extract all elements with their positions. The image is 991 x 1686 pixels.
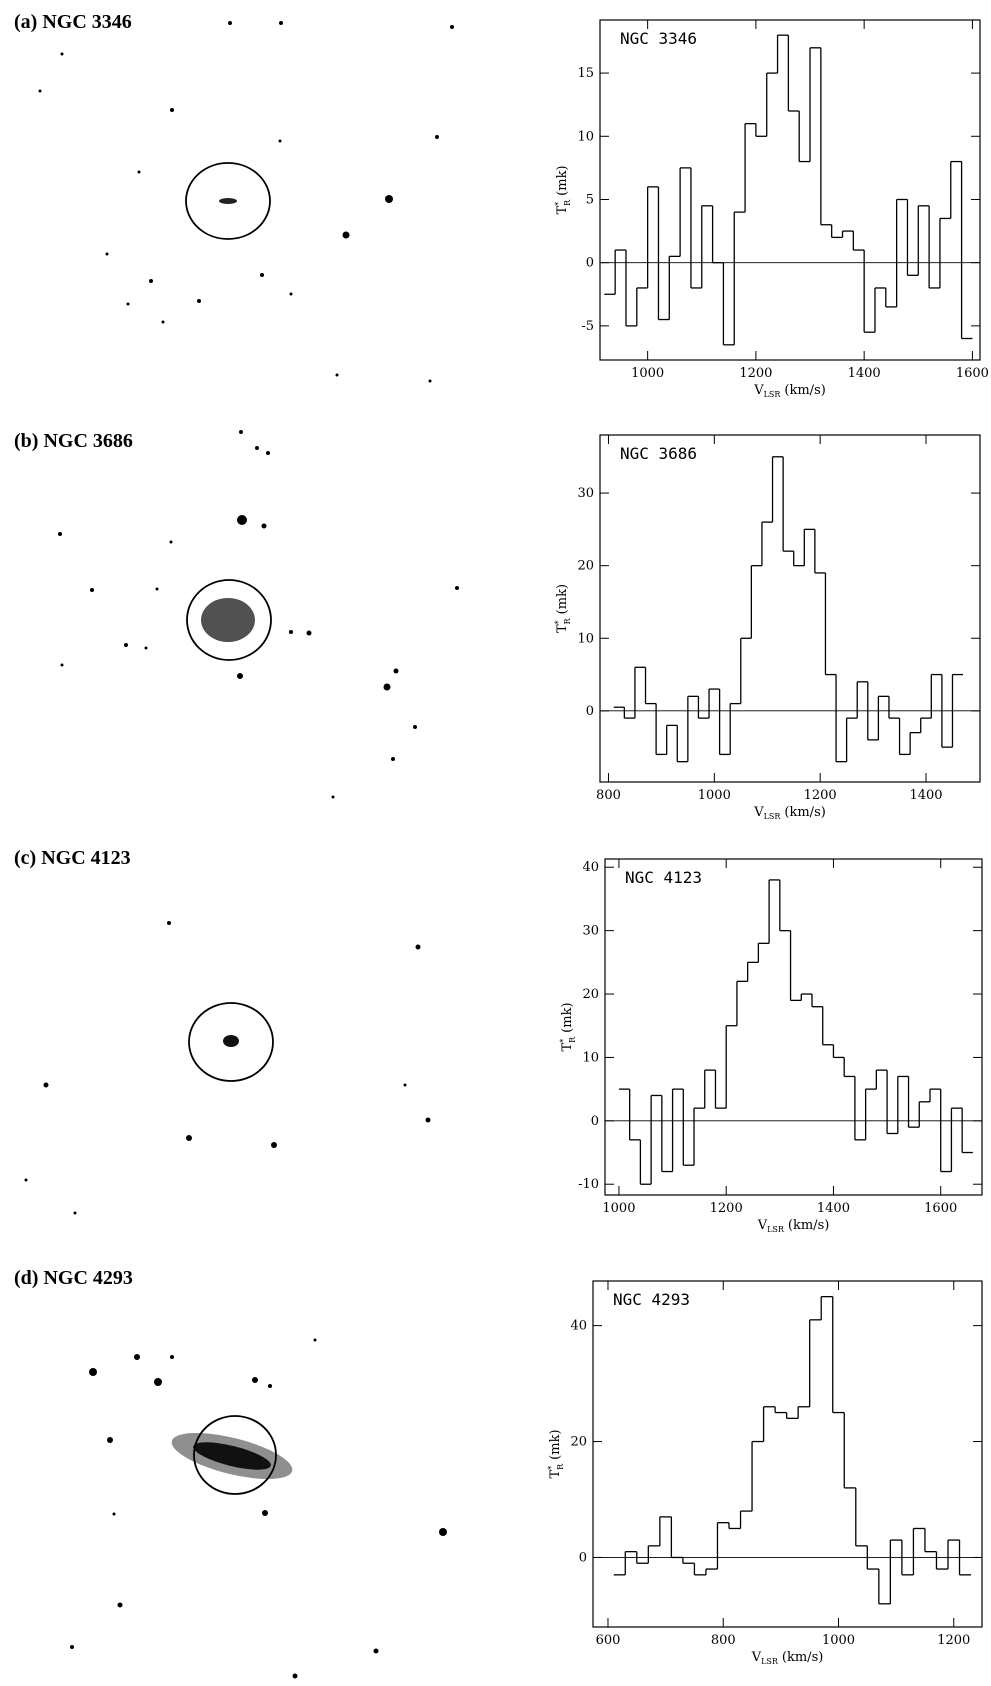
y-axis-label: T*R (mk) (554, 165, 572, 214)
x-label-sub: LSR (767, 1225, 785, 1234)
x-label-main: V (757, 1218, 768, 1233)
y-tick-label: -5 (581, 319, 594, 334)
y-label-unit: (mk) (555, 165, 570, 195)
plot-title: NGC 3686 (620, 444, 697, 463)
x-tick-label: 800 (711, 1633, 736, 1648)
x-label-sub: LSR (761, 1657, 779, 1666)
y-tick-label: 0 (586, 704, 594, 719)
y-label-sup: * (559, 1039, 568, 1043)
x-tick-label: 1400 (848, 366, 881, 381)
x-label-main: V (753, 383, 764, 398)
y-tick-label: 0 (579, 1550, 587, 1565)
y-axis-label: T*R (mk) (547, 1429, 565, 1478)
y-label-sup: * (554, 202, 563, 206)
plot-frame (600, 20, 980, 360)
sky-image (25, 921, 431, 1215)
x-label-unit: (km/s) (784, 805, 825, 820)
x-tick-label: 800 (596, 788, 621, 803)
y-tick-label: 10 (577, 631, 594, 646)
panel-label: (c) NGC 4123 (14, 847, 131, 869)
x-axis-label: VLSR(km/s) (753, 805, 826, 821)
panel-label: (d) NGC 4293 (14, 1267, 133, 1289)
y-tick-label: 0 (591, 1114, 599, 1129)
y-label-sup: * (547, 1466, 556, 1470)
x-tick-label: 1000 (631, 366, 664, 381)
sky-image (70, 1339, 447, 1679)
x-tick-label: 1200 (804, 788, 837, 803)
y-tick-label: -10 (578, 1177, 599, 1192)
x-tick-label: 1200 (937, 1633, 970, 1648)
y-label-unit: (mk) (555, 584, 570, 614)
x-label-unit: (km/s) (782, 1650, 823, 1665)
x-tick-label: 1000 (698, 788, 731, 803)
figure: (a) NGC 33461000120014001600-5051015NGC … (0, 0, 991, 1686)
sky-image (58, 430, 459, 799)
y-tick-label: 20 (582, 987, 599, 1002)
y-tick-label: 30 (577, 486, 594, 501)
x-tick-label: 600 (596, 1633, 621, 1648)
x-tick-label: 1000 (602, 1201, 635, 1216)
y-tick-label: 10 (577, 129, 594, 144)
x-label-main: V (751, 1650, 762, 1665)
y-label-sup: * (554, 620, 563, 624)
y-label-unit: (mk) (560, 1002, 575, 1032)
x-tick-label: 1600 (956, 366, 989, 381)
y-tick-label: 40 (582, 860, 599, 875)
x-tick-label: 1600 (924, 1201, 957, 1216)
x-axis-label: VLSR(km/s) (753, 383, 826, 399)
y-label-sub: R (563, 617, 572, 624)
y-tick-label: 30 (582, 924, 599, 939)
x-axis-label: VLSR(km/s) (757, 1218, 830, 1234)
y-label-sub: R (568, 1036, 577, 1043)
plot-frame (593, 1281, 982, 1627)
x-label-sub: LSR (764, 812, 782, 821)
plot-title: NGC 4123 (625, 868, 702, 887)
panel-label: (b) NGC 3686 (14, 430, 133, 452)
y-label-sub: R (563, 199, 572, 206)
x-tick-label: 1400 (909, 788, 942, 803)
plot-frame (600, 435, 980, 782)
x-axis-label: VLSR(km/s) (751, 1650, 824, 1666)
y-axis-label: T*R (mk) (559, 1002, 577, 1051)
y-tick-label: 5 (586, 192, 594, 207)
plot-title: NGC 3346 (620, 29, 697, 48)
x-label-main: V (753, 805, 764, 820)
y-label-unit: (mk) (548, 1429, 563, 1459)
x-tick-label: 1400 (817, 1201, 850, 1216)
y-label-sub: R (556, 1463, 565, 1470)
y-label-main: T (555, 206, 570, 215)
x-label-sub: LSR (764, 390, 782, 399)
y-label-main: T (548, 1470, 563, 1479)
y-tick-label: 0 (586, 256, 594, 271)
y-tick-label: 20 (577, 559, 594, 574)
plot-title: NGC 4293 (613, 1290, 690, 1309)
y-tick-label: 10 (582, 1050, 599, 1065)
y-tick-label: 20 (570, 1435, 587, 1450)
y-label-main: T (555, 624, 570, 633)
x-tick-label: 1200 (710, 1201, 743, 1216)
y-axis-label: T*R (mk) (554, 584, 572, 633)
sky-image (39, 21, 455, 383)
x-tick-label: 1000 (822, 1633, 855, 1648)
y-tick-label: 15 (577, 66, 594, 81)
panel-label: (a) NGC 3346 (14, 11, 132, 33)
x-tick-label: 1200 (739, 366, 772, 381)
x-label-unit: (km/s) (784, 383, 825, 398)
y-tick-label: 40 (570, 1319, 587, 1334)
x-label-unit: (km/s) (788, 1218, 829, 1233)
y-label-main: T (560, 1043, 575, 1052)
